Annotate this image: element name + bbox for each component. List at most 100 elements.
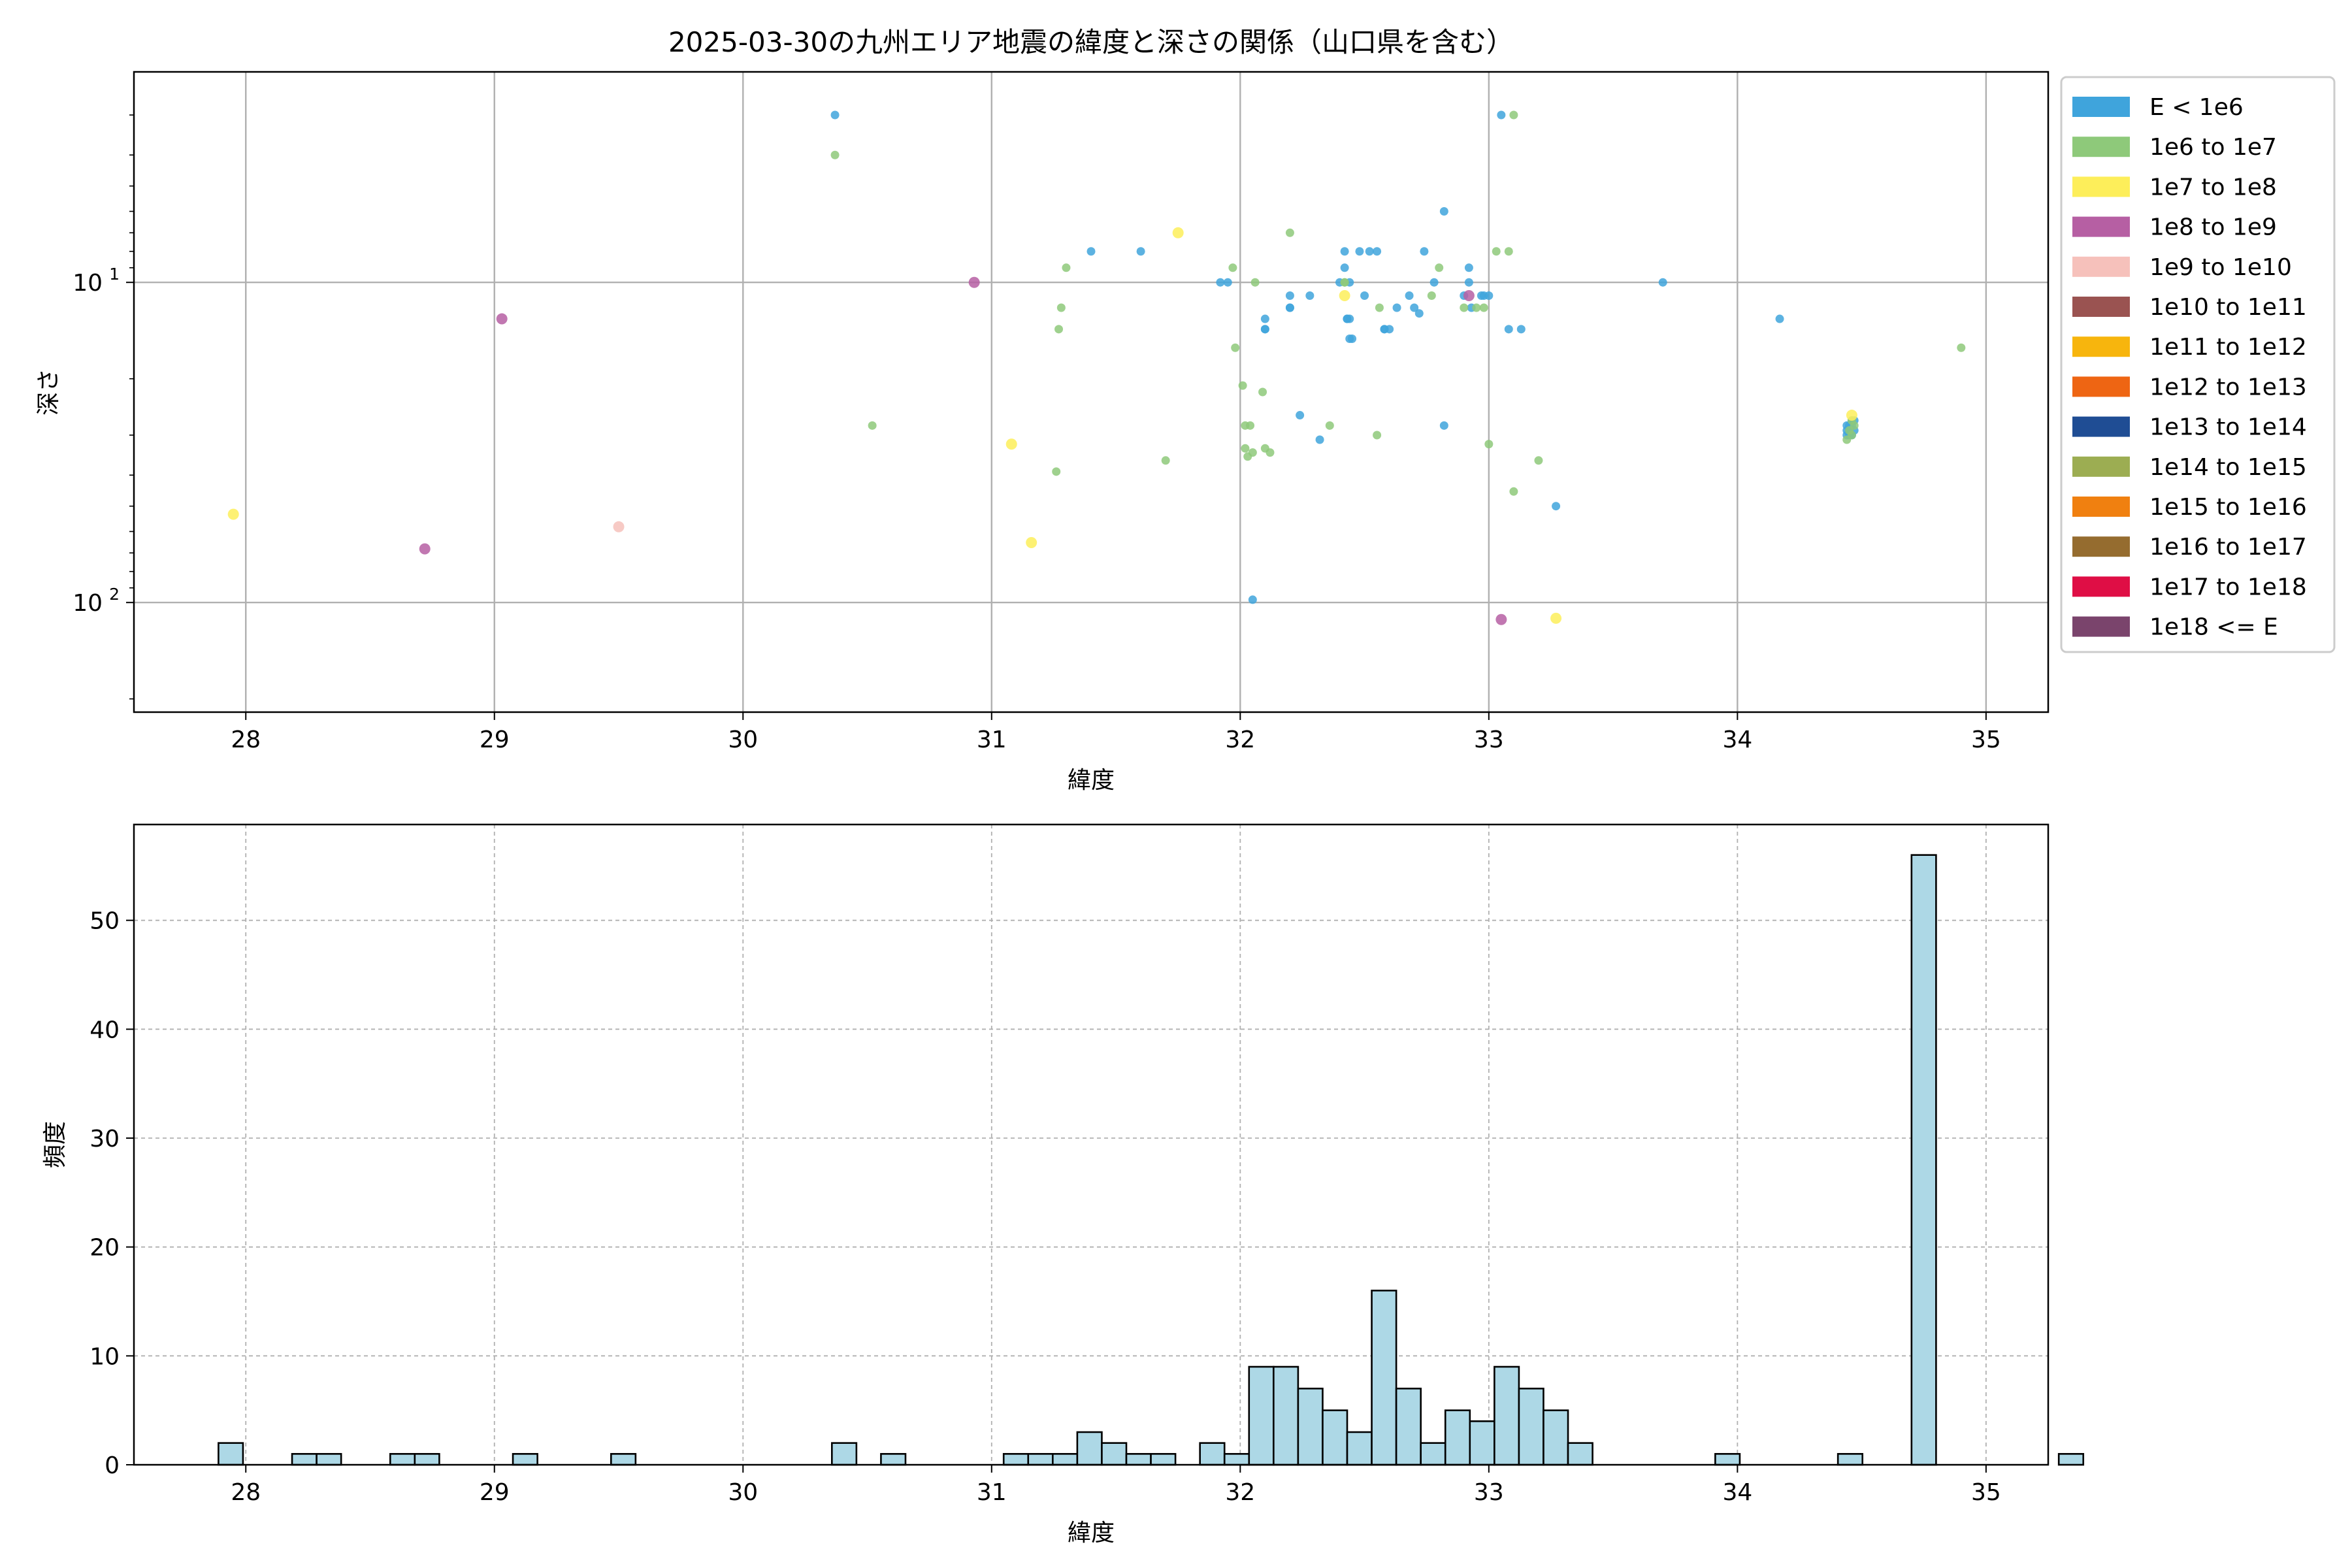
scatter-point [1026,537,1037,549]
scatter-gridlines [134,72,2048,712]
scatter-point [1250,278,1260,287]
scatter-point [1463,289,1475,301]
scatter-point [1472,303,1481,312]
histogram-bar [291,1453,318,1466]
histogram-y-axis-label: 頻度 [42,1121,69,1168]
scatter-point [1405,291,1414,300]
scatter-point [1172,227,1184,238]
histogram-bar [389,1453,416,1466]
scatter-point [1550,612,1562,624]
scatter-point [1427,291,1436,300]
histogram-y-tick-label: 30 [90,1126,120,1152]
scatter-point [1373,431,1382,440]
legend-swatch [2072,536,2130,557]
scatter-y-axis-label: 深さ [35,368,62,416]
histogram-bar [1567,1442,1593,1466]
histogram-bar [1002,1453,1030,1466]
scatter-point [1484,440,1494,449]
scatter-x-axis-label: 緯度 [1068,767,1115,794]
legend-label: 1e18 <= E [2149,614,2278,641]
scatter-x-tick-label: 29 [480,727,510,753]
scatter-point [1380,325,1389,334]
histogram-y-tick-label: 20 [90,1235,120,1262]
histogram-bar [1322,1409,1348,1466]
scatter-point [1435,263,1444,272]
scatter-point [1392,303,1401,312]
scatter-point [830,150,840,159]
histogram-bar [1076,1431,1103,1466]
scatter-title: 2025-03-30の九州エリア地震の緯度と深さの関係（山口県を含む） [668,26,1514,58]
legend-label: 1e6 to 1e7 [2149,134,2277,161]
scatter-point [1340,247,1349,256]
histogram-y-tick-label: 0 [105,1452,120,1479]
scatter-point [1420,247,1429,256]
legend-label: 1e16 to 1e17 [2149,534,2307,561]
scatter-x-tick-label: 34 [1722,727,1752,753]
legend-label: 1e11 to 1e12 [2149,334,2307,361]
legend-swatch [2072,297,2130,317]
scatter-point [1340,263,1349,272]
legend-label: 1e15 to 1e16 [2149,494,2307,521]
legend-label: 1e12 to 1e13 [2149,374,2307,400]
histogram-bar [1910,854,1937,1466]
histogram-bar [1223,1453,1250,1466]
scatter-point [1231,343,1240,352]
legend-label: 1e9 to 1e10 [2149,254,2292,281]
scatter-point [1658,278,1667,287]
histogram-bar [1420,1442,1446,1466]
scatter-point [1355,247,1364,256]
histogram-bar [610,1453,637,1466]
scatter-point [1775,314,1784,323]
scatter-x-tick-label: 33 [1474,727,1504,753]
histogram-bar [1494,1365,1520,1466]
scatter-point [1957,343,1966,352]
histogram-x-tick-label: 31 [977,1479,1007,1506]
scatter-points [227,110,1966,625]
legend-swatch [2072,256,2130,277]
scatter-point [1497,110,1506,120]
scatter-point [1339,289,1350,301]
histogram-x-tick-label: 35 [1971,1479,2001,1506]
scatter-point [1414,309,1424,318]
histogram-bar [1052,1453,1079,1466]
histogram-plot: 28 29 30 31 32 33 34 35 0 10 20 30 40 50 緯度 頻度 [42,823,2085,1546]
histogram-x-axis-label: 緯度 [1068,1520,1115,1546]
scatter-y-tick-label: 10 [73,590,103,617]
legend-swatch [2072,137,2130,157]
histogram-bar [1297,1388,1324,1466]
histogram-x-tick-label: 28 [231,1479,261,1506]
scatter-point [1305,291,1315,300]
scatter-point [1410,303,1419,312]
scatter-x-tick-label: 35 [1971,727,2001,753]
histogram-bar [218,1442,244,1466]
scatter-point [1479,303,1488,312]
scatter-point [1052,467,1061,476]
scatter-point [1260,325,1269,334]
histogram-bar [316,1453,342,1466]
scatter-point [1266,448,1275,457]
legend-label: 1e17 to 1e18 [2149,574,2307,600]
scatter-point [1216,278,1225,287]
legend-swatch [2072,176,2130,197]
legend: E < 1e6 1e6 to 1e7 1e7 to 1e8 1e8 to 1e9 1e9… [2060,76,2336,653]
histogram-x-tick-label: 30 [728,1479,758,1506]
scatter-point [1285,228,1294,237]
scatter-point [419,543,431,555]
histogram-x-tick-label: 33 [1474,1479,1504,1506]
histogram-bar [414,1453,440,1466]
scatter-point [613,521,625,532]
histogram-bar [1518,1388,1544,1466]
histogram-bars [218,854,2085,1466]
scatter-point [1238,381,1247,390]
histogram-bar [1444,1409,1471,1466]
scatter-point [1136,247,1145,256]
histogram-bar [880,1453,907,1466]
scatter-point [1348,334,1357,343]
scatter-point [1056,303,1066,312]
legend-swatch [2072,497,2130,517]
scatter-point [1343,314,1352,323]
legend-label: 1e7 to 1e8 [2149,174,2277,201]
histogram-bar [1101,1442,1128,1466]
scatter-y-tick-exponent: 1 [109,265,120,284]
